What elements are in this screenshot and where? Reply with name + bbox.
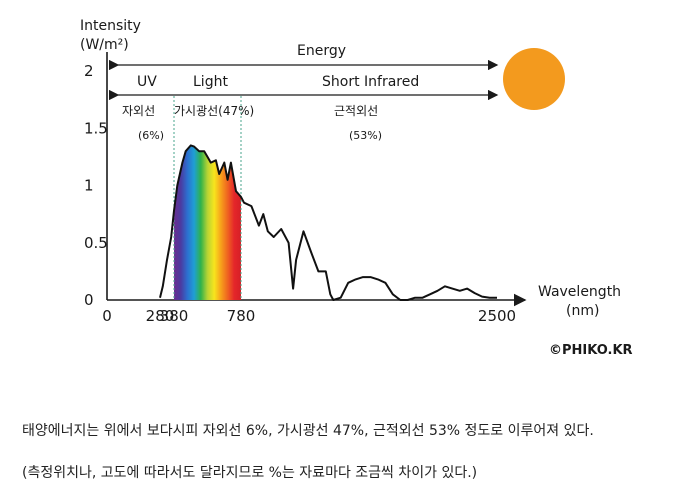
y-tick-label: 2 bbox=[84, 62, 94, 80]
caption-line-2: (측정위치나, 고도에 따라서도 달라지므로 %는 자료마다 조금씩 차이가 있… bbox=[22, 465, 478, 481]
band-uv-percent: (6%) bbox=[138, 129, 164, 142]
x-tick-label: 780 bbox=[227, 307, 256, 325]
x-tick-label: 2500 bbox=[478, 307, 516, 325]
band-uv-label: UV bbox=[137, 74, 157, 90]
band-infrared-korean: 근적외선 bbox=[334, 104, 378, 118]
x-tick-label: 380 bbox=[160, 307, 189, 325]
y-axis-label-line1: Intensity bbox=[80, 18, 141, 34]
band-infrared-percent: (53%) bbox=[349, 129, 382, 142]
y-tick-label: 1.5 bbox=[84, 119, 108, 137]
band-uv-korean: 자외선 bbox=[122, 104, 155, 118]
energy-label: Energy bbox=[297, 43, 346, 59]
watermark-text: ©PHIKO.KR bbox=[549, 343, 633, 358]
y-tick-label: 0.5 bbox=[84, 234, 108, 252]
x-axis-label-line2: (nm) bbox=[566, 303, 599, 319]
band-light-label: Light bbox=[193, 74, 228, 90]
y-tick-label: 1 bbox=[84, 177, 94, 195]
sun-icon bbox=[503, 48, 565, 110]
band-light-korean: 가시광선(47%) bbox=[174, 104, 254, 118]
x-axis-label-line1: Wavelength bbox=[538, 284, 621, 300]
y-axis-label-line2: (W/m²) bbox=[80, 37, 129, 53]
caption-line-1: 태양에너지는 위에서 보다시피 자외선 6%, 가시광선 47%, 근적외선 5… bbox=[22, 423, 594, 439]
x-tick-label: 0 bbox=[102, 307, 112, 325]
x-tick-label: 280 bbox=[146, 307, 175, 325]
band-infrared-label: Short Infrared bbox=[322, 74, 419, 90]
y-tick-label: 0 bbox=[84, 291, 94, 309]
spectrum-curve bbox=[159, 144, 497, 301]
